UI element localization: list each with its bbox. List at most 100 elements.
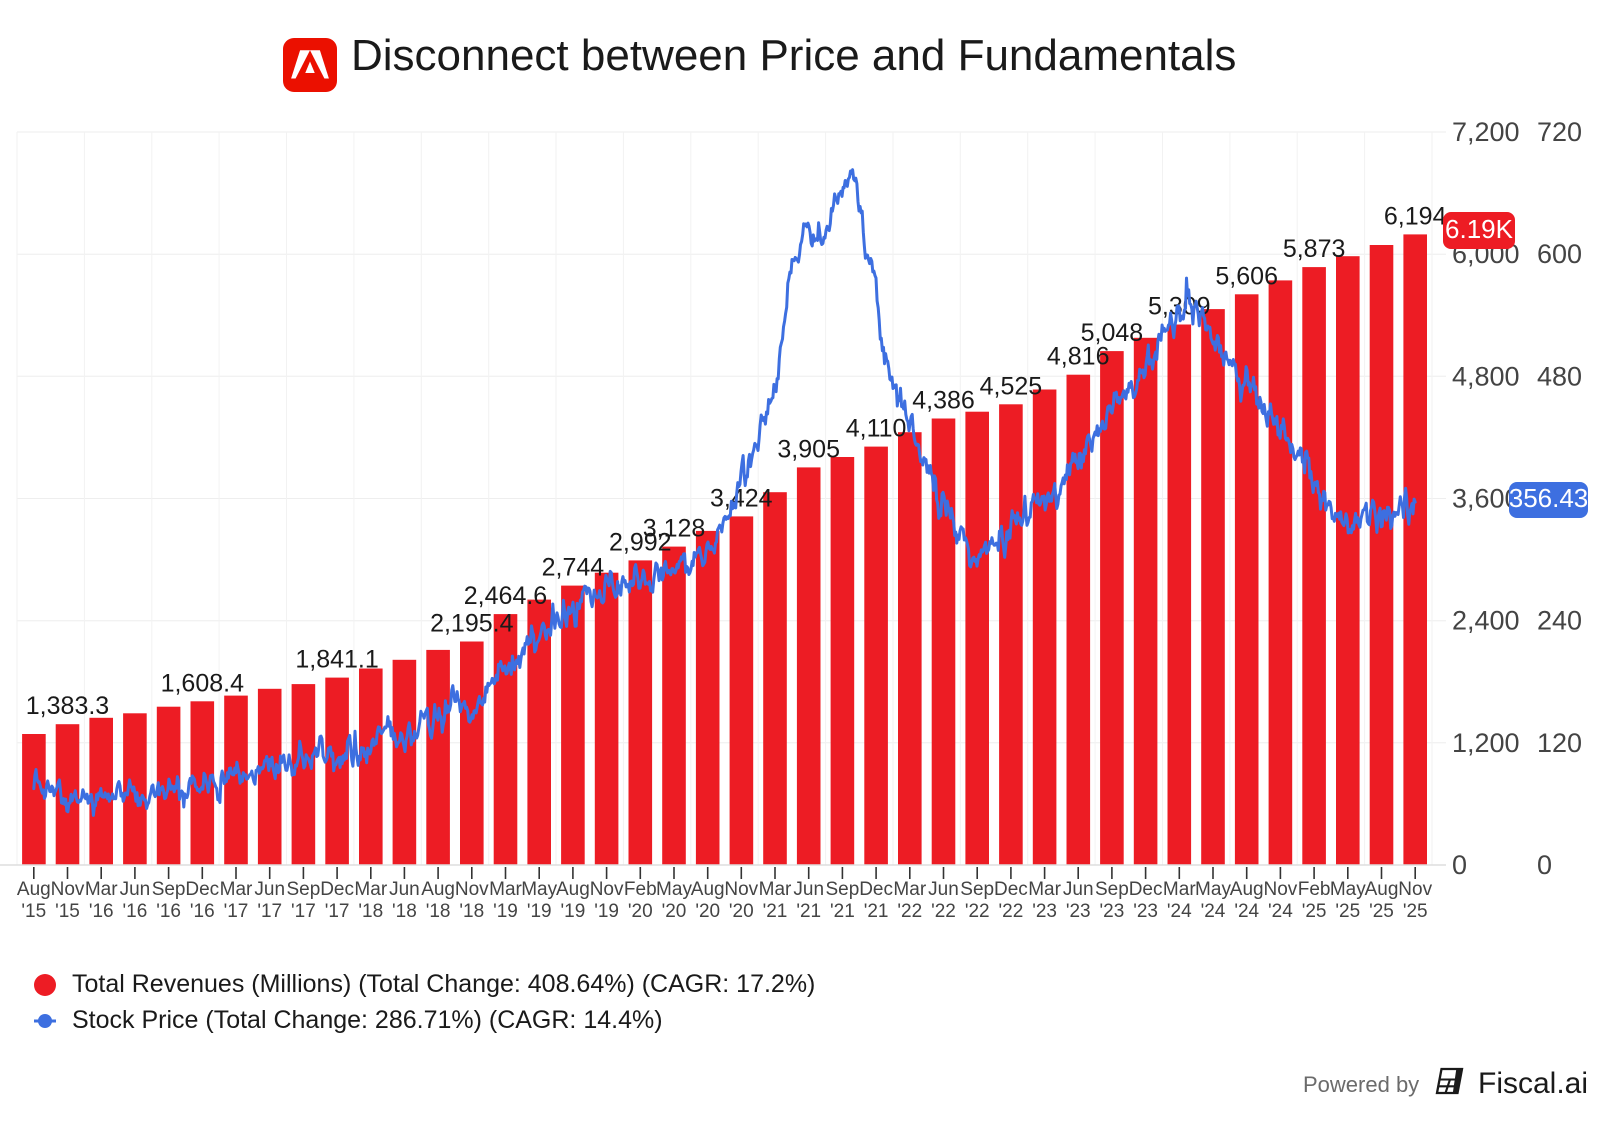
- svg-text:May: May: [1330, 879, 1366, 900]
- svg-text:'22: '22: [965, 901, 990, 922]
- svg-text:'21: '21: [763, 901, 788, 922]
- svg-text:Aug: Aug: [691, 879, 725, 900]
- svg-text:'20: '20: [729, 901, 754, 922]
- svg-text:'20: '20: [662, 901, 687, 922]
- svg-text:3,905: 3,905: [777, 435, 840, 463]
- svg-text:'19: '19: [594, 901, 619, 922]
- svg-text:'16: '16: [156, 901, 181, 922]
- svg-text:2,400: 2,400: [1452, 606, 1520, 636]
- svg-text:'21: '21: [830, 901, 855, 922]
- svg-text:0: 0: [1452, 850, 1467, 880]
- svg-text:3,128: 3,128: [643, 515, 706, 543]
- svg-text:'18: '18: [358, 901, 383, 922]
- svg-text:480: 480: [1537, 361, 1582, 391]
- svg-text:'25: '25: [1369, 901, 1394, 922]
- svg-text:4,525: 4,525: [980, 372, 1043, 400]
- svg-text:'24: '24: [1201, 901, 1226, 922]
- svg-text:6.19K: 6.19K: [1445, 214, 1514, 244]
- svg-text:'23: '23: [1032, 901, 1057, 922]
- svg-text:Jun: Jun: [928, 879, 959, 900]
- svg-text:'19: '19: [493, 901, 518, 922]
- svg-text:Mar: Mar: [220, 879, 253, 900]
- svg-text:4,386: 4,386: [912, 387, 975, 415]
- svg-text:Nov: Nov: [51, 879, 85, 900]
- svg-text:May: May: [521, 879, 557, 900]
- svg-text:Aug: Aug: [1365, 879, 1399, 900]
- svg-text:'24: '24: [1234, 901, 1259, 922]
- svg-text:'22: '22: [999, 901, 1024, 922]
- svg-text:'19: '19: [527, 901, 552, 922]
- svg-text:Feb: Feb: [624, 879, 657, 900]
- svg-text:356.43: 356.43: [1509, 483, 1589, 513]
- svg-text:May: May: [1195, 879, 1231, 900]
- svg-text:'21: '21: [864, 901, 889, 922]
- svg-text:Nov: Nov: [590, 879, 624, 900]
- svg-text:'23: '23: [1100, 901, 1125, 922]
- svg-text:Mar: Mar: [1028, 879, 1061, 900]
- svg-text:6,194: 6,194: [1384, 202, 1447, 230]
- svg-text:Mar: Mar: [1163, 879, 1196, 900]
- svg-text:'16: '16: [89, 901, 114, 922]
- svg-text:Nov: Nov: [724, 879, 758, 900]
- svg-text:Dec: Dec: [994, 879, 1028, 900]
- svg-text:'17: '17: [325, 901, 350, 922]
- svg-text:'18: '18: [392, 901, 417, 922]
- svg-text:1,608.4: 1,608.4: [161, 669, 245, 697]
- svg-text:2,744: 2,744: [542, 554, 605, 582]
- svg-text:Sep: Sep: [286, 879, 320, 900]
- svg-text:Dec: Dec: [320, 879, 354, 900]
- svg-text:'17: '17: [291, 901, 316, 922]
- svg-text:Jun: Jun: [793, 879, 824, 900]
- svg-text:'25: '25: [1403, 901, 1428, 922]
- svg-text:Sep: Sep: [152, 879, 186, 900]
- svg-text:Dec: Dec: [1129, 879, 1163, 900]
- svg-text:'25: '25: [1335, 901, 1360, 922]
- svg-text:May: May: [656, 879, 692, 900]
- svg-text:Sep: Sep: [1095, 879, 1129, 900]
- svg-text:'24: '24: [1167, 901, 1192, 922]
- svg-text:'25: '25: [1302, 901, 1327, 922]
- svg-text:240: 240: [1537, 606, 1582, 636]
- svg-text:Sep: Sep: [960, 879, 994, 900]
- svg-text:'23: '23: [1133, 901, 1158, 922]
- svg-text:0: 0: [1537, 850, 1552, 880]
- svg-text:Mar: Mar: [759, 879, 792, 900]
- svg-text:Mar: Mar: [354, 879, 387, 900]
- svg-text:Aug: Aug: [1230, 879, 1264, 900]
- svg-text:'22: '22: [897, 901, 922, 922]
- svg-text:'24: '24: [1268, 901, 1293, 922]
- svg-text:Mar: Mar: [893, 879, 926, 900]
- svg-text:Dec: Dec: [185, 879, 219, 900]
- svg-text:4,110: 4,110: [846, 415, 907, 443]
- svg-text:Jun: Jun: [120, 879, 151, 900]
- svg-text:2,195.4: 2,195.4: [430, 610, 514, 638]
- svg-text:'21: '21: [796, 901, 821, 922]
- svg-text:600: 600: [1537, 239, 1582, 269]
- svg-text:1,383.3: 1,383.3: [26, 692, 109, 720]
- svg-text:'20: '20: [628, 901, 653, 922]
- svg-text:2,464.6: 2,464.6: [464, 582, 547, 610]
- svg-text:Nov: Nov: [455, 879, 489, 900]
- svg-text:Mar: Mar: [85, 879, 118, 900]
- svg-text:Jun: Jun: [389, 879, 420, 900]
- svg-text:'20: '20: [695, 901, 720, 922]
- svg-text:'23: '23: [1066, 901, 1091, 922]
- svg-text:1,841.1: 1,841.1: [295, 646, 378, 674]
- svg-text:5,048: 5,048: [1081, 319, 1144, 347]
- svg-text:'15: '15: [55, 901, 80, 922]
- svg-text:Aug: Aug: [421, 879, 455, 900]
- svg-text:'22: '22: [931, 901, 956, 922]
- svg-text:Dec: Dec: [859, 879, 893, 900]
- svg-text:720: 720: [1537, 117, 1582, 147]
- svg-text:4,800: 4,800: [1452, 361, 1520, 391]
- svg-text:'19: '19: [561, 901, 586, 922]
- svg-text:Aug: Aug: [556, 879, 590, 900]
- svg-text:'16: '16: [190, 901, 215, 922]
- svg-text:7,200: 7,200: [1452, 117, 1520, 147]
- svg-text:'17: '17: [257, 901, 282, 922]
- svg-text:Feb: Feb: [1298, 879, 1331, 900]
- svg-text:'16: '16: [123, 901, 148, 922]
- svg-text:120: 120: [1537, 728, 1582, 758]
- svg-text:Nov: Nov: [1398, 879, 1432, 900]
- svg-text:Jun: Jun: [1063, 879, 1094, 900]
